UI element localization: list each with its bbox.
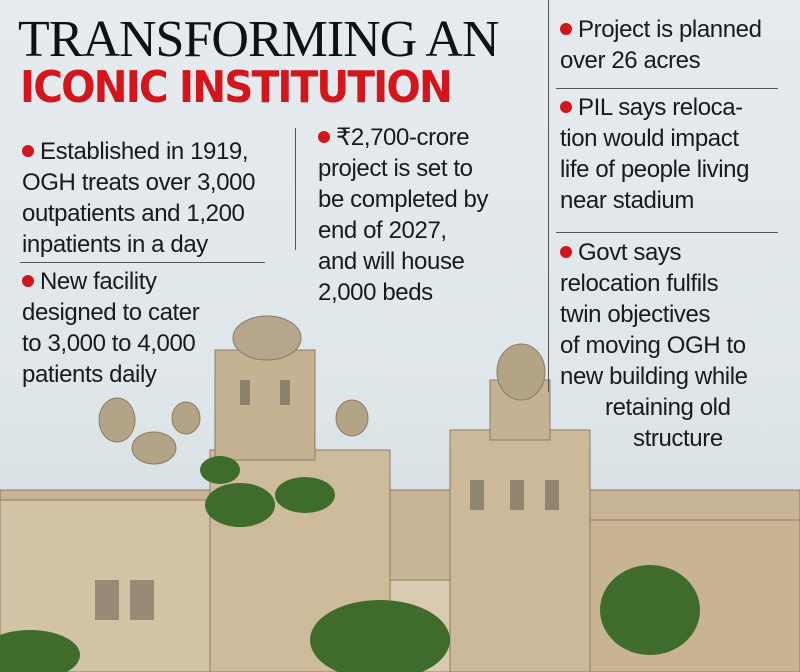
text: New facility (40, 268, 157, 295)
text: new building while (560, 363, 748, 390)
text: designed to cater (22, 299, 200, 326)
bullet-dot (22, 145, 34, 157)
bullet-line: structure (560, 423, 748, 454)
bullet-point: Govt says relocation fulfils twin objectiv… (560, 237, 748, 454)
text: Project is planned (578, 16, 762, 43)
text: PIL says reloca- (578, 94, 743, 121)
bullet-dot (560, 101, 572, 113)
bullet-point: New facility designed to cater to 3,000 to… (22, 266, 200, 390)
bullet-line: tion would impact (560, 123, 749, 154)
bullet-line: and will house (318, 246, 488, 277)
bullet-line: Project is planned (560, 14, 762, 45)
text: to 3,000 to 4,000 (22, 330, 196, 357)
text: ₹2,700-crore (336, 124, 470, 151)
divider (556, 88, 778, 89)
bullet-line: PIL says reloca- (560, 92, 749, 123)
bullet-line: life of people living (560, 154, 749, 185)
text: relocation fulfils (560, 270, 719, 297)
bullet-line: New facility (22, 266, 199, 297)
text: end of 2027, (318, 217, 447, 244)
bullet-line: 2,000 beds (318, 277, 488, 308)
bullet-line: to 3,000 to 4,000 (22, 328, 199, 359)
text: twin objectives (560, 301, 711, 328)
bullet-line: be completed by (318, 184, 489, 215)
divider (20, 262, 265, 263)
text: project is set to (318, 155, 473, 182)
text: tion would impact (560, 125, 739, 152)
bullet-line: designed to cater (22, 297, 200, 328)
text: retaining old (605, 394, 731, 421)
divider (556, 232, 778, 233)
bullet-line: end of 2027, (318, 215, 488, 246)
bullet-line: ₹2,700-crore (318, 122, 488, 153)
text: near stadium (560, 187, 694, 214)
bullet-line: new building while (560, 361, 748, 392)
title-highlight: ICONIC INSTITUTION (20, 62, 453, 113)
text: inpatients in a day (22, 231, 208, 258)
bullet-line: Govt says (560, 237, 748, 268)
text: and will house (318, 248, 465, 275)
text: 2,000 beds (318, 279, 433, 306)
bullet-line: inpatients in a day (22, 229, 255, 260)
bullet-point: ₹2,700-crore project is set to be complete… (318, 122, 489, 308)
text: Govt says (578, 239, 682, 266)
text: over 26 acres (560, 47, 701, 74)
divider (295, 128, 296, 250)
bullet-dot (560, 23, 572, 35)
bullet-point: PIL says reloca-tion would impact life of… (560, 92, 749, 216)
bullet-dot (560, 246, 572, 258)
bullet-point: Project is planned over 26 acres (560, 14, 762, 76)
bullet-line: of moving OGH to (560, 330, 748, 361)
bullet-line: outpatients and 1,200 (22, 198, 255, 229)
bullet-dot (22, 275, 34, 287)
text: of moving OGH to (560, 332, 746, 359)
bullet-line: patients daily (22, 359, 199, 390)
title: TRANSFORMING AN (18, 11, 500, 68)
text: outpatients and 1,200 (22, 200, 245, 227)
bullet-line: near stadium (560, 185, 749, 216)
bullet-line: twin objectives (560, 299, 748, 330)
bullet-line: over 26 acres (560, 45, 762, 76)
divider (548, 0, 549, 392)
text: OGH treats over 3,000 (22, 169, 256, 196)
bullet-line: project is set to (318, 153, 488, 184)
text: structure (633, 425, 723, 452)
bullet-dot (318, 131, 330, 143)
bullet-line: relocation fulfils (560, 268, 748, 299)
text: patients daily (22, 361, 157, 388)
bullet-line: retaining old (560, 392, 748, 423)
bullet-line: Established in 1919, (22, 136, 255, 167)
text: be completed by (318, 186, 489, 213)
bullet-point: Established in 1919, OGH treats over 3,00… (22, 136, 255, 260)
bullet-line: OGH treats over 3,000 (22, 167, 255, 198)
text: Established in 1919, (40, 138, 249, 165)
text: life of people living (560, 156, 750, 183)
